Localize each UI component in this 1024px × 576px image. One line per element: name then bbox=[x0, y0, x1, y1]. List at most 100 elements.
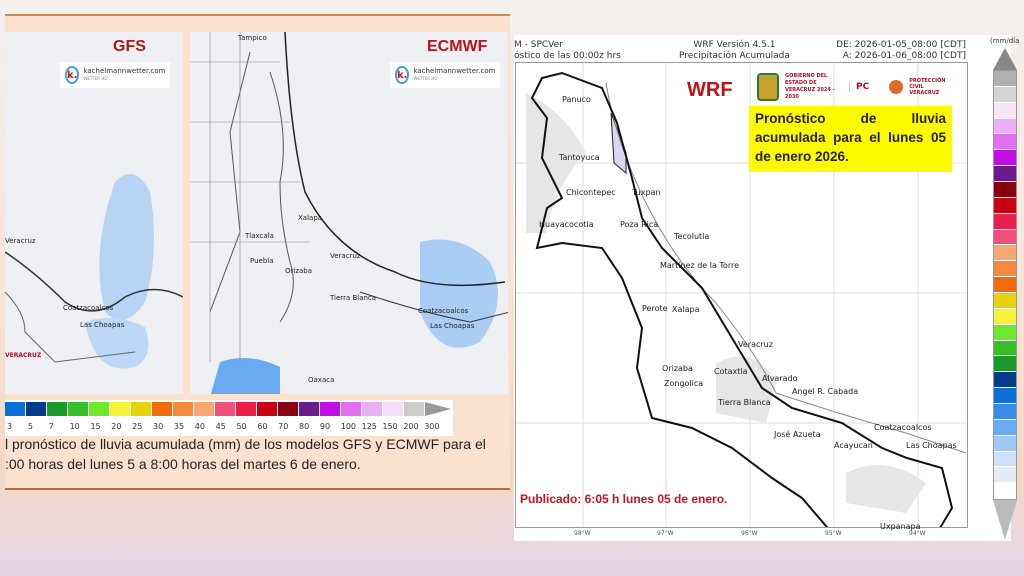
colorbar-tick: 5 bbox=[27, 422, 33, 431]
city-label: Las Choapas bbox=[906, 441, 957, 450]
colorbar-swatch bbox=[320, 402, 341, 416]
colorbar-swatch bbox=[994, 134, 1016, 151]
map-label: Las Choapas bbox=[80, 321, 125, 329]
colorbar-swatch bbox=[994, 213, 1016, 230]
city-label: Chicontepec bbox=[566, 188, 616, 197]
wrf-title: WRF bbox=[687, 79, 733, 101]
colorbar-swatch bbox=[26, 402, 47, 416]
kachelmann-logo: k. kachelmannwetter.com WETTER HD bbox=[390, 62, 500, 88]
colorbar-swatch bbox=[404, 402, 425, 416]
colorbar-swatch bbox=[994, 372, 1016, 389]
colorbar-arrow bbox=[425, 402, 451, 416]
colorbar-swatch bbox=[257, 402, 278, 416]
city-label: Cotaxtla bbox=[714, 367, 748, 376]
colorbar-swatch bbox=[110, 402, 131, 416]
colorbar-tick: 60 bbox=[257, 422, 268, 431]
city-label: Tuxpan bbox=[632, 188, 661, 197]
map-label: Veracruz bbox=[330, 252, 361, 260]
colorbar-swatch bbox=[994, 261, 1016, 278]
map-label: Las Choapas bbox=[430, 322, 475, 330]
x-tick-label: 97°W bbox=[657, 530, 674, 537]
caption: l pronóstico de lluvia acumulada (mm) de… bbox=[5, 434, 510, 474]
colorbar-swatch bbox=[383, 402, 404, 416]
civil-protection-icon bbox=[889, 80, 904, 94]
colorbar-swatch bbox=[994, 419, 1016, 436]
colorbar-swatch bbox=[89, 402, 110, 416]
colorbar-tick: 40 bbox=[194, 422, 205, 431]
pc-veracruz-logo: PROTECCIÓN CIVIL VERACRUZ bbox=[909, 78, 946, 96]
colorbar-swatch bbox=[994, 308, 1016, 325]
city-label: Tantoyuca bbox=[559, 153, 600, 162]
header-right: DE: 2026-01-05_08:00 [CDT] A: 2026-01-06_… bbox=[836, 40, 966, 61]
map-label: Veracruz bbox=[5, 237, 36, 245]
colorbar-swatch bbox=[994, 451, 1016, 468]
x-tick-label: 95°W bbox=[825, 530, 842, 537]
city-label: Coatzacoalcos bbox=[874, 423, 932, 432]
colorbar-tick: 200 bbox=[403, 422, 419, 431]
colorbar-tick: 90 bbox=[319, 422, 331, 431]
published-note: Publicado: 6:05 h lunes 05 de enero. bbox=[520, 492, 728, 506]
city-label: Poza Rica bbox=[620, 220, 659, 229]
ecmwf-map: ECMWF k. kachelmannwetter.com WETTER HD Ta… bbox=[190, 32, 508, 394]
colorbar-swatch bbox=[994, 356, 1016, 373]
logos: GOBIERNO DEL ESTADO DE VERACRUZ 2024 - 2… bbox=[757, 72, 967, 102]
colorbar-swatch bbox=[994, 435, 1016, 452]
colorbar-tick: 35 bbox=[173, 422, 185, 431]
colorbar-swatch bbox=[994, 483, 1016, 500]
colorbar-unit: (mm/día bbox=[990, 37, 1020, 45]
colorbar-arrow-down bbox=[993, 500, 1017, 540]
colorbar-swatch bbox=[47, 402, 68, 416]
map-label: Coatzacoalcos bbox=[63, 304, 114, 312]
colorbar-swatch bbox=[994, 340, 1016, 357]
colorbar-tick: 25 bbox=[132, 422, 143, 431]
colorbar-swatch bbox=[152, 402, 173, 416]
header-center: WRF Versión 4.5.1 Precipitación Acumulada bbox=[679, 40, 790, 61]
colorbar-swatch bbox=[194, 402, 215, 416]
colorbar-swatch bbox=[299, 402, 320, 416]
colorbar-tick: 80 bbox=[299, 422, 310, 431]
colorbar-swatch bbox=[236, 402, 257, 416]
city-label: Zongolica bbox=[664, 379, 704, 388]
model-comparison-panel: GFS k. kachelmannwetter.com WETTER HD Vera… bbox=[5, 14, 510, 490]
colorbar-swatch bbox=[994, 229, 1016, 246]
colorbar-swatch bbox=[994, 277, 1016, 294]
ecmwf-title: ECMWF bbox=[427, 38, 488, 55]
colorbar-tick: 125 bbox=[361, 422, 377, 431]
x-tick-label: 96°W bbox=[741, 530, 758, 537]
colorbar-swatch bbox=[994, 293, 1016, 309]
ecmwf-map-graphic bbox=[190, 32, 508, 394]
veracruz-coat-of-arms-icon bbox=[757, 73, 779, 101]
map-label: Coatzacoalcos bbox=[418, 307, 469, 315]
city-label: Xalapa bbox=[672, 305, 700, 314]
colorbar-arrow-up bbox=[993, 48, 1017, 70]
colorbar-swatch bbox=[994, 118, 1016, 135]
colorbar-swatch bbox=[994, 197, 1016, 214]
wrf-forecast-panel: M - SPCVer óstico de las 00:00z hrs WRF V… bbox=[514, 35, 1011, 541]
colorbar-tick: 15 bbox=[90, 422, 101, 431]
city-label: Tecolutla bbox=[674, 232, 710, 241]
colorbar-tick: 300 bbox=[424, 422, 440, 431]
colorbar-tick: 3 bbox=[7, 422, 13, 431]
vertical-colorbar bbox=[993, 70, 1017, 500]
city-label: Perote bbox=[642, 304, 668, 313]
colorbar-swatch bbox=[994, 166, 1016, 183]
city-label: Veracruz bbox=[738, 340, 773, 349]
colorbar-swatch bbox=[994, 404, 1016, 420]
colorbar-tick: 10 bbox=[69, 422, 80, 431]
colorbar-tick: 70 bbox=[278, 422, 289, 431]
colorbar-swatch bbox=[994, 245, 1016, 262]
city-label: Huayacocotla bbox=[539, 220, 594, 229]
colorbar-swatch bbox=[341, 402, 362, 416]
city-label: Orizaba bbox=[662, 364, 693, 373]
colorbar-swatch bbox=[994, 150, 1016, 167]
colorbar-swatch bbox=[131, 402, 152, 416]
x-tick-label: 94°W bbox=[909, 530, 926, 537]
pc-logo: PC bbox=[849, 82, 869, 92]
colorbar bbox=[5, 402, 425, 416]
colorbar-tick: 30 bbox=[153, 422, 164, 431]
map-label: Xalapa bbox=[298, 214, 323, 222]
city-label: Martínez de la Torre bbox=[660, 261, 740, 270]
colorbar-tick: 7 bbox=[48, 422, 54, 431]
colorbar-swatch bbox=[994, 102, 1016, 119]
map-label: Tlaxcala bbox=[245, 232, 274, 240]
